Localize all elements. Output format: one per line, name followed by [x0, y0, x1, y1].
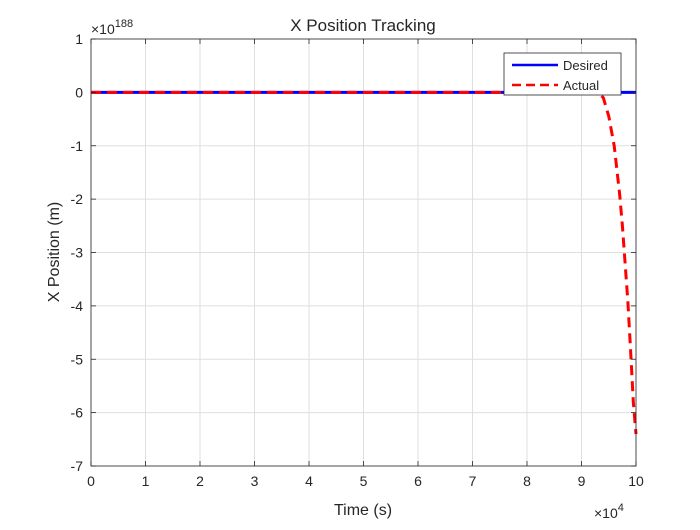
y-tick-label: -1 — [71, 138, 84, 154]
x-tick-label: 6 — [414, 473, 422, 489]
x-tick-label: 0 — [87, 473, 95, 489]
x-tick-label: 3 — [251, 473, 259, 489]
y-tick-label: -7 — [71, 458, 84, 474]
y-tick-label: 1 — [75, 31, 83, 47]
legend-label-desired: Desired — [563, 58, 608, 73]
x-tick-label: 5 — [360, 473, 368, 489]
y-axis-label: X Position (m) — [46, 202, 63, 302]
chart-title: X Position Tracking — [290, 16, 436, 35]
x-tick-label: 10 — [628, 473, 644, 489]
y-multiplier-base: ×10 — [91, 21, 115, 37]
x-tick-label: 1 — [142, 473, 150, 489]
x-tick-label: 4 — [305, 473, 313, 489]
x-axis-label: Time (s) — [334, 502, 392, 519]
y-tick-label: -6 — [71, 405, 84, 421]
y-tick-label: -3 — [71, 245, 84, 261]
x-multiplier-exponent: 4 — [618, 502, 624, 514]
y-axis-multiplier: ×10188 — [91, 18, 133, 37]
legend-label-actual: Actual — [563, 78, 599, 93]
y-tick-label: -5 — [71, 351, 84, 367]
x-tick-label: 2 — [196, 473, 204, 489]
x-multiplier-base: ×10 — [594, 505, 618, 521]
x-tick-label: 7 — [469, 473, 477, 489]
x-axis-multiplier: ×104 — [594, 502, 624, 521]
y-tick-label: -2 — [71, 191, 84, 207]
legend: Desired Actual — [503, 52, 622, 96]
x-tick-label: 8 — [523, 473, 531, 489]
y-tick-label: -4 — [71, 298, 84, 314]
legend-box — [503, 52, 622, 96]
y-multiplier-exponent: 188 — [115, 18, 133, 30]
y-tick-label: 0 — [75, 84, 83, 100]
series-line-actual — [91, 90, 638, 435]
x-tick-label: 9 — [578, 473, 586, 489]
